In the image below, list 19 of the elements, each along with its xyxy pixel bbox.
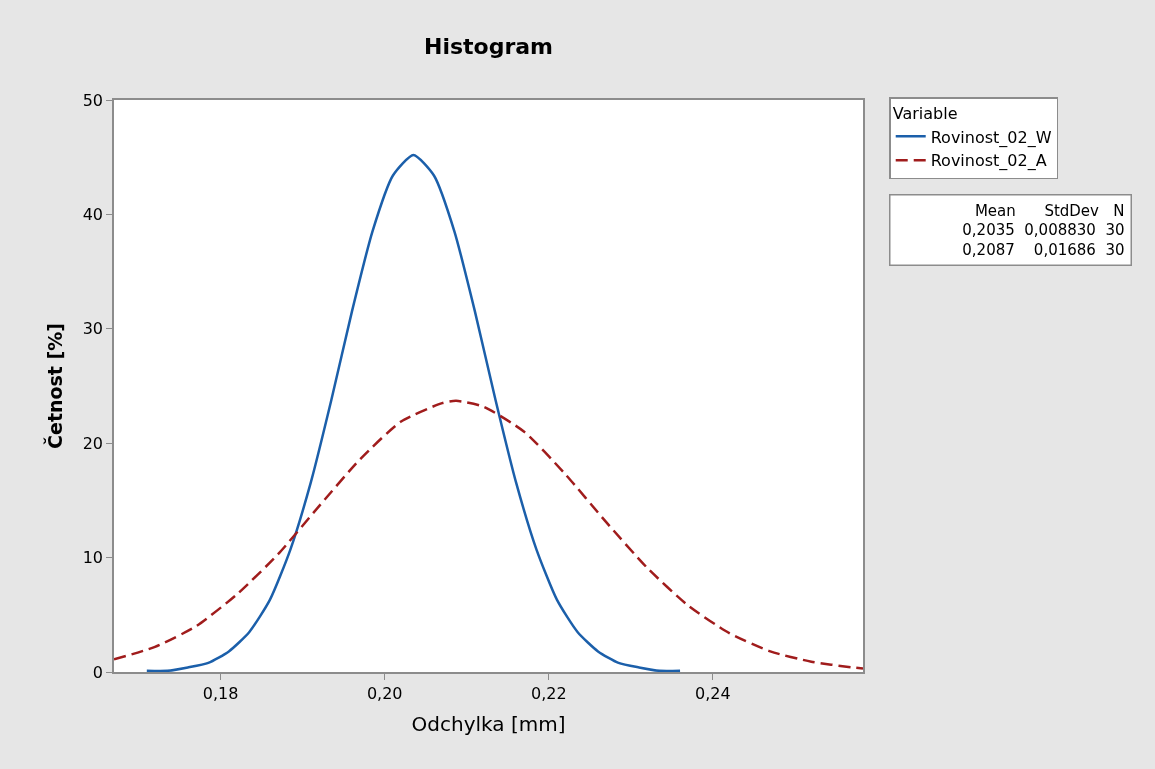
x-axis-title: Odchylka [mm] — [411, 711, 566, 736]
line-series — [114, 399, 863, 670]
legend-label: Rovinost_02_W — [930, 127, 1052, 148]
y-tick-label: 0 — [92, 662, 104, 682]
y-axis-title: Četnost [%] — [43, 323, 67, 449]
y-tick-label: 30 — [82, 319, 104, 339]
x-tick-label: 0,24 — [695, 683, 731, 703]
x-tick-label: 0,20 — [366, 683, 403, 703]
x-tick-label: 0,22 — [530, 683, 567, 703]
y-tick-label: 10 — [82, 548, 104, 568]
text: Mean StdDev N 0,2035 0,008830 30 0,2087 0,01686 30 — [962, 201, 1125, 259]
legend-label: Rovinost_02_A — [930, 151, 1047, 172]
legend-title: Variable — [892, 104, 958, 124]
y-tick-label: 40 — [82, 205, 104, 224]
y-tick-label: 50 — [82, 90, 104, 110]
y-tick-label: 20 — [82, 433, 104, 453]
chart-title: Histogram — [423, 33, 554, 59]
x-tick-label: 0,18 — [202, 683, 239, 703]
line-series — [145, 153, 682, 672]
